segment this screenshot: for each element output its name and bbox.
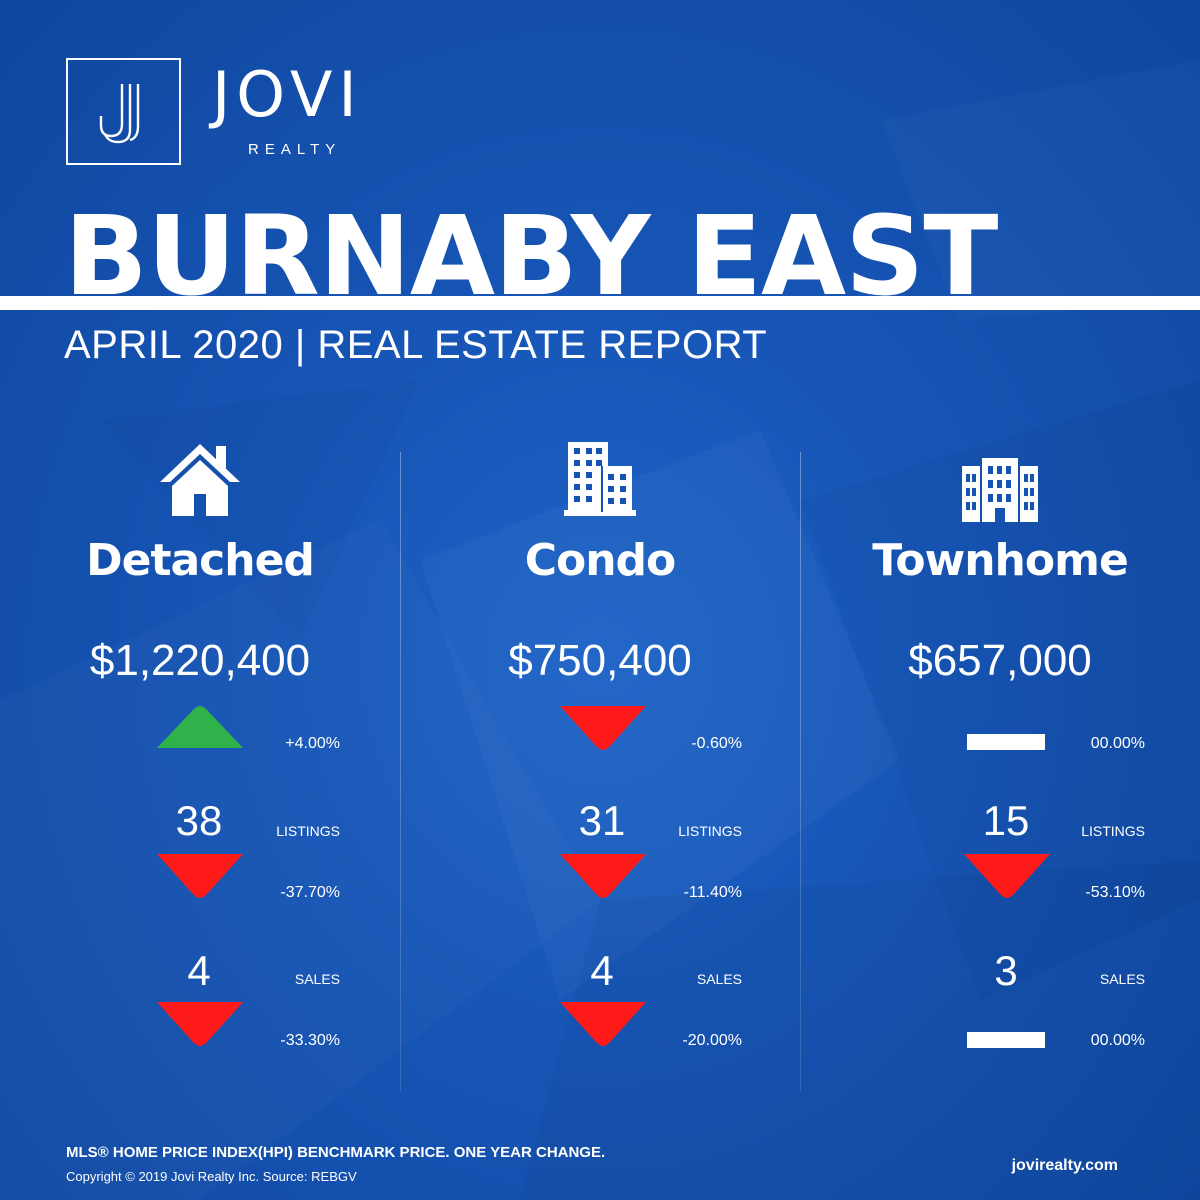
- logo: [66, 58, 181, 165]
- sales-label: SALES: [294, 971, 340, 987]
- sales-change: -33.30%: [280, 1032, 340, 1049]
- brand-subtitle: REALTY: [248, 141, 342, 158]
- column-condo: Condo $750,400 -0.60% 31 LISTINGS -11.40…: [400, 440, 800, 1080]
- column-detached: Detached $1,220,400 +4.00% 38 LISTINGS -…: [0, 440, 400, 1080]
- sales-count: 3: [994, 947, 1018, 994]
- price-change: +4.00%: [285, 735, 340, 752]
- report-subtitle: APRIL 2020 | REAL ESTATE REPORT: [64, 323, 768, 367]
- listings-label: LISTINGS: [1081, 823, 1145, 839]
- jovi-monogram-icon: [99, 84, 140, 144]
- house-icon: [0, 440, 400, 524]
- property-type-label: Condo: [524, 535, 677, 586]
- listings-count: 31: [578, 797, 626, 844]
- listings-change: -53.10%: [1085, 884, 1145, 901]
- footer-note: MLS® HOME PRICE INDEX(HPI) BENCHMARK PRI…: [66, 1144, 606, 1161]
- listings-label: LISTINGS: [276, 823, 340, 839]
- price-down-arrow-icon: [560, 706, 646, 750]
- listings-down-arrow-icon: [157, 854, 243, 898]
- sales-label: SALES: [1099, 971, 1145, 987]
- price-change: -0.60%: [691, 735, 742, 752]
- listings-count: 38: [175, 797, 223, 844]
- property-type-label: Detached: [86, 535, 315, 586]
- property-type-label: Townhome: [872, 535, 1129, 586]
- website-link[interactable]: jovirealty.com: [1011, 1157, 1118, 1174]
- listings-change: -37.70%: [280, 884, 340, 901]
- sales-down-arrow-icon: [560, 1002, 646, 1046]
- listings-down-arrow-icon: [964, 854, 1050, 898]
- brand-name: JOVI: [212, 58, 363, 131]
- sales-label: SALES: [696, 971, 742, 987]
- benchmark-price: $657,000: [908, 636, 1092, 685]
- title-rule: [0, 296, 1200, 310]
- sales-change: 00.00%: [1090, 1032, 1145, 1049]
- sales-down-arrow-icon: [157, 1002, 243, 1046]
- sales-change: -20.00%: [682, 1032, 742, 1049]
- benchmark-price: $750,400: [508, 636, 692, 685]
- sales-count: 4: [590, 947, 614, 994]
- copyright: Copyright © 2019 Jovi Realty Inc. Source…: [66, 1169, 357, 1184]
- price-no-change-bar-icon: [967, 734, 1045, 750]
- column-townhome: Townhome $657,000 00.00% 15 LISTINGS -53…: [800, 440, 1200, 1080]
- column-divider: [400, 452, 401, 1092]
- listings-count: 15: [982, 797, 1030, 844]
- price-up-arrow-icon: [157, 706, 243, 748]
- column-divider: [800, 452, 801, 1092]
- condo-building-icon: [400, 440, 800, 524]
- townhome-building-icon: [800, 440, 1200, 524]
- price-change: 00.00%: [1090, 735, 1145, 752]
- listings-down-arrow-icon: [560, 854, 646, 898]
- sales-no-change-bar-icon: [967, 1032, 1045, 1048]
- listings-change: -11.40%: [683, 884, 742, 901]
- listings-label: LISTINGS: [678, 823, 742, 839]
- benchmark-price: $1,220,400: [89, 636, 311, 685]
- sales-count: 4: [187, 947, 211, 994]
